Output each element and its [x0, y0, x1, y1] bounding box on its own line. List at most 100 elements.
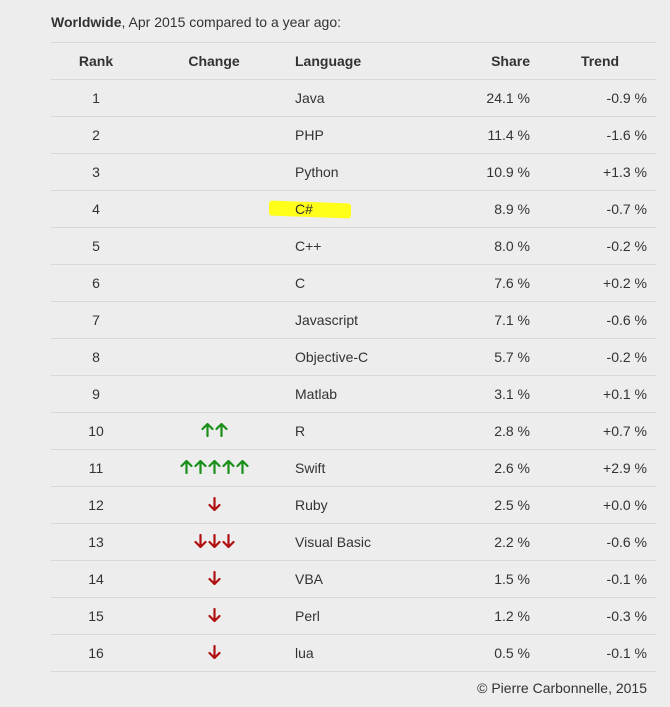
share-cell: 24.1 % — [449, 79, 544, 117]
language-cell: R — [287, 412, 449, 450]
trend-cell: +0.7 % — [544, 412, 656, 450]
rank-cell: 5 — [51, 227, 141, 265]
trend-cell: -1.6 % — [544, 116, 656, 154]
language-cell: Visual Basic — [287, 523, 449, 561]
trend-cell: +2.9 % — [544, 449, 656, 487]
language-cell: Matlab — [287, 375, 449, 413]
trend-cell: -0.9 % — [544, 79, 656, 117]
change-cell — [141, 523, 287, 561]
change-arrows — [193, 533, 235, 548]
trend-cell: -0.2 % — [544, 227, 656, 265]
trend-cell: -0.6 % — [544, 523, 656, 561]
change-cell — [141, 634, 287, 672]
table-header-row: Rank Change Language Share Trend — [51, 42, 656, 80]
language-label: C# — [295, 201, 313, 217]
language-cell: C++ — [287, 227, 449, 265]
trend-cell: +0.2 % — [544, 264, 656, 302]
share-cell: 2.2 % — [449, 523, 544, 561]
change-arrows — [179, 459, 249, 474]
change-arrows — [207, 570, 221, 585]
language-cell: Objective-C — [287, 338, 449, 376]
rank-cell: 10 — [51, 412, 141, 450]
change-cell — [141, 190, 287, 228]
change-arrows — [207, 496, 221, 511]
change-cell — [141, 338, 287, 376]
language-cell: VBA — [287, 560, 449, 598]
language-cell: Javascript — [287, 301, 449, 339]
change-cell — [141, 116, 287, 154]
share-cell: 0.5 % — [449, 634, 544, 672]
table-caption: Worldwide, Apr 2015 compared to a year a… — [51, 12, 341, 32]
rank-cell: 9 — [51, 375, 141, 413]
caption-region: Worldwide — [51, 14, 122, 30]
column-header-rank: Rank — [51, 42, 141, 80]
rank-cell: 16 — [51, 634, 141, 672]
change-cell — [141, 227, 287, 265]
language-cell: lua — [287, 634, 449, 672]
change-arrows — [200, 422, 228, 437]
share-cell: 2.5 % — [449, 486, 544, 524]
share-cell: 11.4 % — [449, 116, 544, 154]
trend-cell: +1.3 % — [544, 153, 656, 191]
share-cell: 2.8 % — [449, 412, 544, 450]
language-cell: Swift — [287, 449, 449, 487]
table-row: 1 Java 24.1 % -0.9 % — [51, 79, 656, 117]
column-header-share: Share — [449, 42, 544, 80]
arrow-down-icon — [207, 533, 221, 548]
change-arrows — [207, 607, 221, 622]
change-arrows — [207, 644, 221, 659]
change-cell — [141, 449, 287, 487]
share-cell: 8.9 % — [449, 190, 544, 228]
change-cell — [141, 301, 287, 339]
table-body: 1 Java 24.1 % -0.9 % 2 PHP 11.4 % -1.6 % 3 Python… — [51, 79, 656, 672]
trend-cell: -0.2 % — [544, 338, 656, 376]
rank-cell: 4 — [51, 190, 141, 228]
change-cell — [141, 375, 287, 413]
trend-cell: +0.1 % — [544, 375, 656, 413]
rank-cell: 15 — [51, 597, 141, 635]
table-row: 5 C++ 8.0 % -0.2 % — [51, 227, 656, 265]
language-cell: Ruby — [287, 486, 449, 524]
change-cell — [141, 79, 287, 117]
change-cell — [141, 264, 287, 302]
rank-cell: 2 — [51, 116, 141, 154]
arrow-up-icon — [214, 422, 228, 437]
rank-cell: 13 — [51, 523, 141, 561]
rank-cell: 11 — [51, 449, 141, 487]
table-row: 12 Ruby 2.5 % +0.0 % — [51, 486, 656, 524]
table-row: 13 Visual Basic 2.2 % -0.6 % — [51, 523, 656, 561]
arrow-down-icon — [207, 570, 221, 585]
language-cell: Perl — [287, 597, 449, 635]
table-row: 10 R 2.8 % +0.7 % — [51, 412, 656, 450]
change-cell — [141, 486, 287, 524]
language-cell: C — [287, 264, 449, 302]
table-row: 16 lua 0.5 % -0.1 % — [51, 634, 656, 672]
trend-cell: -0.1 % — [544, 634, 656, 672]
share-cell: 1.2 % — [449, 597, 544, 635]
share-cell: 3.1 % — [449, 375, 544, 413]
copyright-footer: © Pierre Carbonnelle, 2015 — [477, 680, 647, 696]
trend-cell: -0.1 % — [544, 560, 656, 598]
arrow-up-icon — [200, 422, 214, 437]
table-row: 3 Python 10.9 % +1.3 % — [51, 153, 656, 191]
change-cell — [141, 597, 287, 635]
arrow-up-icon — [193, 459, 207, 474]
trend-cell: -0.3 % — [544, 597, 656, 635]
change-cell — [141, 412, 287, 450]
rank-cell: 8 — [51, 338, 141, 376]
rank-cell: 3 — [51, 153, 141, 191]
table-row: 7 Javascript 7.1 % -0.6 % — [51, 301, 656, 339]
language-cell: PHP — [287, 116, 449, 154]
highlighted-language: C# — [295, 201, 313, 217]
column-header-language: Language — [287, 42, 449, 80]
language-cell: Java — [287, 79, 449, 117]
share-cell: 1.5 % — [449, 560, 544, 598]
table-row: 2 PHP 11.4 % -1.6 % — [51, 116, 656, 154]
arrow-down-icon — [207, 644, 221, 659]
column-header-trend: Trend — [544, 42, 656, 80]
rank-cell: 14 — [51, 560, 141, 598]
rank-cell: 12 — [51, 486, 141, 524]
rank-cell: 7 — [51, 301, 141, 339]
trend-cell: +0.0 % — [544, 486, 656, 524]
